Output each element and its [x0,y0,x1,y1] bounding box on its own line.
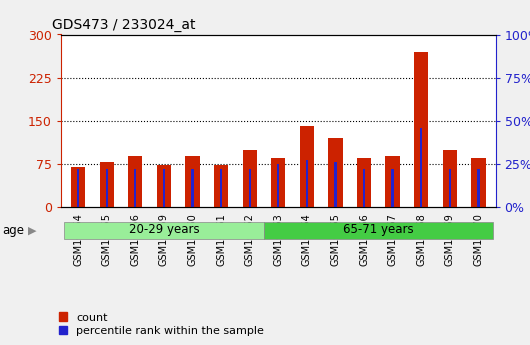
Text: ▶: ▶ [28,226,36,235]
Bar [306,160,308,207]
Bar [414,52,428,207]
Text: age: age [3,224,25,237]
Bar [105,169,108,207]
Bar [271,158,285,207]
Text: GDS473 / 233024_at: GDS473 / 233024_at [52,18,196,32]
Bar [449,169,451,207]
Bar [443,149,457,207]
Bar [77,169,80,207]
Bar [157,165,171,207]
Bar [385,156,400,207]
Bar [186,156,200,207]
Bar [134,169,136,207]
Bar [249,169,251,207]
Legend: count, percentile rank within the sample: count, percentile rank within the sample [58,313,264,336]
Bar [334,162,337,207]
Bar [392,169,394,207]
Bar [71,167,85,207]
Bar [477,169,480,207]
Bar [191,169,193,207]
Bar [299,127,314,207]
Bar [264,222,493,239]
Bar [243,149,257,207]
Bar [363,169,365,207]
Bar [214,165,228,207]
Bar [100,162,114,207]
Bar [357,158,371,207]
Bar [471,158,485,207]
Bar [64,222,264,239]
Bar [220,169,222,207]
Bar [420,128,422,207]
Bar [128,156,143,207]
Bar [328,138,342,207]
Bar [163,169,165,207]
Bar [277,164,279,207]
Text: 20-29 years: 20-29 years [129,224,199,236]
Text: 65-71 years: 65-71 years [343,224,413,236]
